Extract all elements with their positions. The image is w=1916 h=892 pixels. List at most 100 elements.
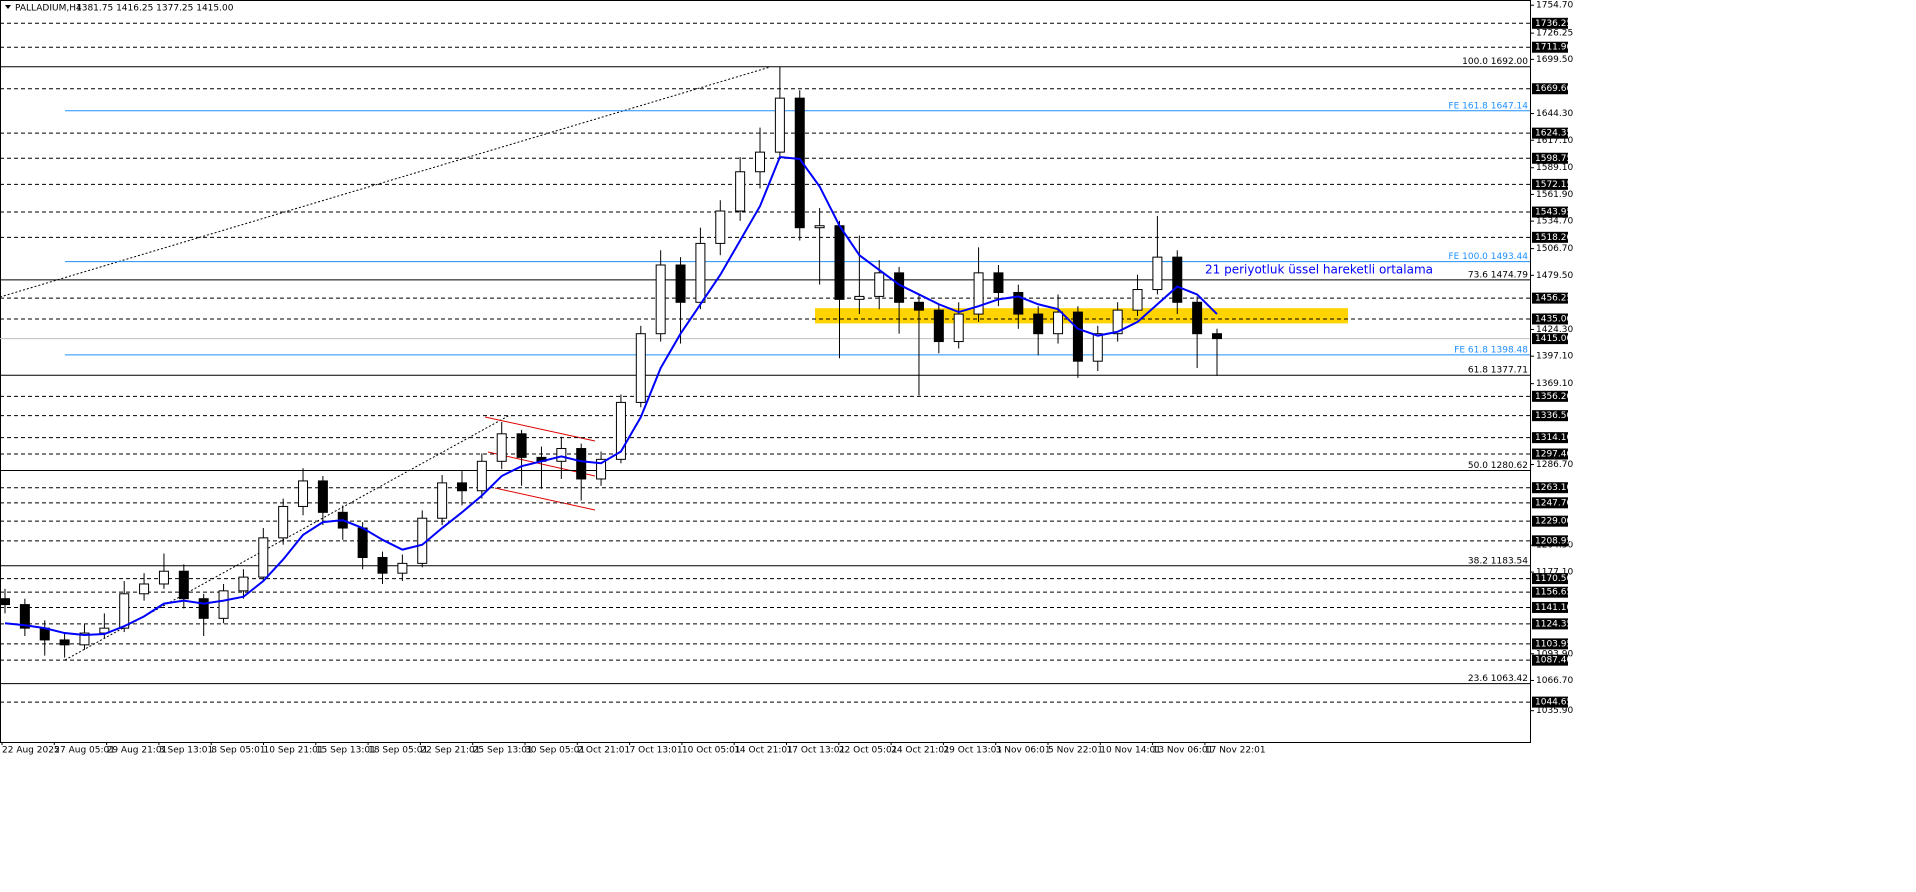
- candle-body: [198, 598, 209, 619]
- x-tick-label: 7 Oct 13:01: [630, 746, 683, 756]
- level-label-bg: [1532, 573, 1568, 585]
- fib-label: 50.0 1280.62: [1468, 461, 1528, 471]
- candle-body: [615, 401, 626, 460]
- x-tick-label: 14 Oct 21:01: [734, 746, 793, 756]
- header-arrow: [5, 5, 11, 9]
- x-tick-label: 22 Oct 05:01: [839, 746, 898, 756]
- level-label: 1297.40: [1535, 450, 1572, 460]
- candle-body: [1192, 301, 1203, 335]
- y-tick-label: 1644.30: [1536, 109, 1573, 119]
- level-label: 1711.90: [1535, 43, 1572, 53]
- level-label: 1124.35: [1535, 619, 1572, 629]
- candle-body: [1212, 333, 1222, 340]
- level-label-bg: [1532, 586, 1568, 598]
- level-label-bg: [1532, 83, 1568, 95]
- y-tick-label: 1726.25: [1536, 29, 1573, 39]
- candle-body: [1053, 311, 1064, 335]
- x-tick-label: 25 Sep 13:01: [473, 746, 533, 756]
- y-tick-label: 1093.90: [1536, 649, 1573, 659]
- fib-label: 23.6 1063.42: [1468, 674, 1528, 684]
- level-label-bg: [1532, 127, 1568, 139]
- level-label: 1156.65: [1535, 588, 1572, 598]
- level-label-bg: [1532, 432, 1568, 444]
- candle-body: [774, 97, 785, 153]
- y-tick-label: 1177.10: [1536, 568, 1573, 578]
- candle-body: [913, 301, 924, 311]
- y-tick-label: 1369.10: [1536, 379, 1573, 389]
- x-tick-label: 13 Nov 06:01: [1153, 746, 1214, 756]
- candle-body: [635, 333, 646, 403]
- y-tick-label: 1066.70: [1536, 676, 1573, 686]
- candle-body: [755, 151, 766, 173]
- level-label-bg: [1532, 152, 1568, 164]
- x-tick-label: 27 Aug 05:01: [54, 746, 115, 756]
- y-tick-label: 1035.90: [1536, 706, 1573, 716]
- candle-body: [794, 97, 805, 229]
- y-tick-label: 1754.70: [1536, 1, 1573, 11]
- level-label-bg: [1532, 41, 1568, 53]
- candle-body: [715, 210, 726, 244]
- level-label-bg: [1532, 313, 1568, 325]
- level-label: 1336.50: [1535, 411, 1572, 421]
- ohlc-header: 1381.75 1416.25 1377.25 1415.00: [76, 4, 234, 14]
- level-label-bg: [1532, 231, 1568, 243]
- x-tick-label: 29 Aug 21:01: [107, 746, 168, 756]
- candle-body: [1112, 309, 1123, 335]
- level-label-bg: [1532, 410, 1568, 422]
- level-label-bg: [1532, 390, 1568, 402]
- trend-line: [0, 66, 771, 298]
- y-tick-label: 1589.10: [1536, 163, 1573, 173]
- level-label-bg: [1532, 292, 1568, 304]
- x-tick-label: 2 Oct 21:01: [577, 746, 630, 756]
- y-tick-label: 1561.90: [1536, 190, 1573, 200]
- candle-body: [695, 242, 706, 303]
- candle-body: [158, 570, 169, 585]
- x-tick-label: 15 Sep 13:01: [316, 746, 376, 756]
- candle-body: [556, 448, 567, 462]
- y-tick-label: 1424.30: [1536, 325, 1573, 335]
- current-price-label: 1415.00: [1535, 334, 1572, 344]
- x-tick-label: 22 Sep 21:01: [420, 746, 480, 756]
- level-label: 1087.40: [1535, 656, 1572, 666]
- candle-body: [655, 264, 666, 335]
- x-tick-label: 10 Sep 21:01: [264, 746, 324, 756]
- level-label-bg: [1532, 696, 1568, 708]
- level-label-bg: [1532, 601, 1568, 613]
- level-label: 1141.10: [1535, 603, 1572, 613]
- candle-body: [456, 482, 467, 492]
- candle-body: [496, 433, 507, 462]
- level-label: 1736.25: [1535, 19, 1572, 29]
- candle-body: [1092, 333, 1103, 362]
- level-label-bg: [1532, 515, 1568, 527]
- ema-line: [4, 155, 1218, 637]
- level-label-bg: [1532, 206, 1568, 218]
- fib-label: 38.2 1183.54: [1468, 556, 1528, 566]
- candle-body: [675, 264, 686, 303]
- fe-label: FE 161.8 1647.14: [1448, 101, 1528, 111]
- candle-body: [79, 632, 90, 646]
- fe-label: FE 61.8 1398.48: [1454, 345, 1528, 355]
- level-label: 1598.75: [1535, 154, 1572, 164]
- level-label-bg: [1532, 17, 1568, 29]
- current-price-bg: [1532, 333, 1568, 345]
- level-label: 1669.60: [1535, 84, 1572, 94]
- candle-body: [139, 583, 150, 595]
- candle-body: [476, 460, 487, 492]
- annotation: 21 periyotluk üssel hareketli ortalama: [1205, 263, 1433, 277]
- y-tick-label: 1699.50: [1536, 55, 1573, 65]
- fib-label: 73.6 1474.79: [1468, 270, 1528, 280]
- candle-body: [1072, 311, 1083, 362]
- candle-body: [834, 225, 845, 300]
- candle-body: [874, 272, 885, 297]
- level-label: 1314.10: [1535, 433, 1572, 443]
- level-label: 1456.25: [1535, 294, 1572, 304]
- fib-label: 61.8 1377.71: [1468, 366, 1528, 376]
- candle-body: [735, 171, 746, 212]
- level-label: 1247.70: [1535, 498, 1572, 508]
- x-tick-label: 22 Aug 2025: [2, 746, 60, 756]
- level-label: 1518.20: [1535, 233, 1572, 243]
- candle-body: [973, 272, 984, 315]
- candle-body: [993, 272, 1004, 293]
- x-tick-label: 18 Sep 05:01: [368, 746, 428, 756]
